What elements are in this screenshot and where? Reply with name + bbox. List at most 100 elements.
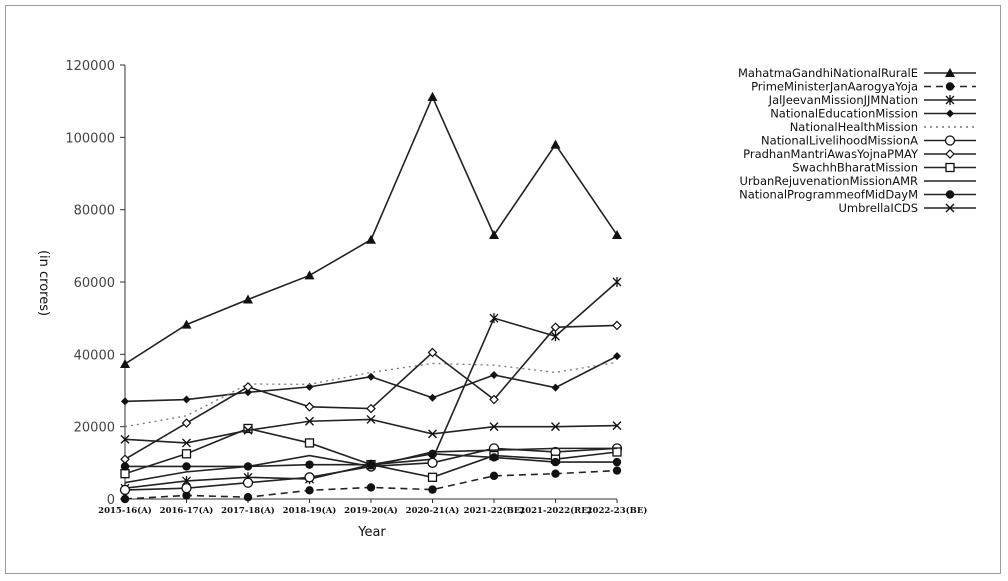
- star-marker: [489, 313, 499, 324]
- diamond-marker: [121, 397, 129, 406]
- series-10: [120, 449, 622, 471]
- circle-marker: [427, 457, 438, 468]
- diamond-marker: [489, 394, 499, 405]
- y-ticks: 0 20000 40000 60000 80000 100000 120000: [65, 59, 125, 508]
- series-4: [121, 352, 621, 406]
- x-axis-label: Year: [357, 525, 386, 540]
- diamond-marker: [304, 401, 315, 412]
- legend-label: NationalProgrammeofMidDayM: [739, 188, 918, 202]
- dot-marker: [243, 462, 253, 471]
- x-tick-label: 2018-19(A): [283, 505, 337, 516]
- star-marker: [551, 331, 560, 342]
- dot-marker: [120, 494, 130, 504]
- y-axis-label: (in crores): [36, 250, 51, 316]
- dot-marker: [428, 485, 437, 494]
- x-marker: [489, 422, 499, 432]
- diamond-marker: [120, 454, 130, 465]
- x-tick-label: 2017-18(A): [221, 505, 275, 516]
- legend-label: JalJeevanMissionJJMNation: [768, 93, 918, 107]
- legend-item: PradhanMantriAwasYojnaPMAY: [743, 147, 976, 161]
- x-tick-label: 2022-23(BE): [587, 505, 648, 516]
- legend-item: MahatmaGandhiNationalRuralE: [738, 66, 976, 80]
- star-marker: [612, 277, 622, 287]
- diamond-marker: [305, 382, 314, 391]
- triangle-marker: [304, 270, 315, 280]
- x-marker: [366, 414, 376, 424]
- dot-marker: [182, 462, 191, 471]
- series-line: [124, 418, 618, 444]
- series-8: [120, 423, 622, 482]
- y-tick-label: 120000: [65, 59, 115, 74]
- series-11: [120, 414, 622, 448]
- circle-marker: [119, 484, 131, 496]
- x-tick-label: 2015-16(A): [98, 505, 152, 516]
- axes: [124, 65, 617, 500]
- legend-item: UrbanRejuvenationMissionAMR: [740, 174, 976, 188]
- legend-label: NationalLivelihoodMissionA: [761, 134, 918, 148]
- legend: MahatmaGandhiNationalRuralEPrimeMinister…: [738, 66, 976, 215]
- legend-item: PrimeMinisterJanAarogyaYoja: [751, 80, 976, 94]
- series-line: [124, 94, 618, 365]
- diamond-marker: [490, 370, 498, 379]
- series-line: [124, 324, 618, 460]
- dot-marker: [305, 460, 314, 469]
- diamond-marker: [244, 388, 252, 397]
- series-line: [124, 361, 618, 428]
- legend-label: UrbanRejuvenationMissionAMR: [740, 174, 918, 188]
- series-layer: [119, 91, 623, 504]
- diamond-marker: [428, 393, 437, 402]
- legend-label: NationalEducationMission: [770, 107, 918, 121]
- x-tick-label: 2020-21(A): [406, 505, 460, 516]
- y-tick-label: 0: [107, 493, 115, 508]
- square-marker: [243, 423, 253, 434]
- legend-item: NationalHealthMission: [790, 120, 976, 134]
- x-marker: [305, 416, 314, 426]
- circle-marker: [242, 477, 254, 488]
- diamond-marker: [181, 418, 192, 428]
- triangle-marker: [243, 294, 253, 304]
- square-marker: [181, 449, 192, 459]
- square-marker: [945, 162, 955, 173]
- dot-marker: [428, 449, 437, 458]
- diamond-marker: [243, 382, 253, 392]
- dot-marker: [945, 82, 955, 91]
- x-marker: [551, 422, 560, 432]
- dot-marker: [305, 486, 314, 495]
- chart-frame: [5, 5, 1001, 574]
- dot-marker: [366, 460, 376, 469]
- diamond-marker: [946, 109, 954, 118]
- dot-marker: [612, 457, 622, 467]
- dot-marker: [612, 466, 622, 475]
- diamond-marker: [612, 320, 622, 331]
- series-2: [120, 466, 622, 504]
- circle-marker: [304, 472, 315, 483]
- diamond-marker: [613, 352, 621, 361]
- circle-marker: [181, 482, 192, 494]
- dot-marker: [489, 471, 499, 481]
- triangle-marker: [120, 358, 130, 368]
- dot-marker: [120, 462, 130, 471]
- legend-item: JalJeevanMissionJJMNation: [768, 93, 976, 107]
- dot-marker: [366, 483, 376, 492]
- diamond-marker: [367, 372, 375, 381]
- series-5: [124, 361, 618, 428]
- legend-item: UmbrellaICDS: [839, 201, 976, 215]
- legend-item: SwachhBharatMission: [792, 161, 976, 175]
- legend-item: NationalEducationMission: [770, 107, 976, 121]
- triangle-marker: [489, 229, 499, 239]
- y-tick-label: 100000: [65, 131, 115, 146]
- diamond-marker: [427, 347, 438, 358]
- x-tick-label: 2019-20(A): [344, 505, 398, 516]
- legend-label: MahatmaGandhiNationalRuralE: [738, 66, 918, 80]
- diamond-marker: [182, 395, 191, 404]
- x-ticks: 2015-16(A) 2016-17(A) 2017-18(A) 2018-19(A)…: [98, 499, 647, 516]
- x-marker: [428, 429, 437, 439]
- diamond-marker: [551, 383, 560, 392]
- square-marker: [612, 447, 622, 457]
- legend-item: NationalProgrammeofMidDayM: [739, 188, 976, 202]
- triangle-marker: [945, 68, 955, 77]
- y-tick-label: 80000: [74, 204, 115, 219]
- triangle-marker: [181, 319, 192, 329]
- diamond-marker: [366, 403, 376, 414]
